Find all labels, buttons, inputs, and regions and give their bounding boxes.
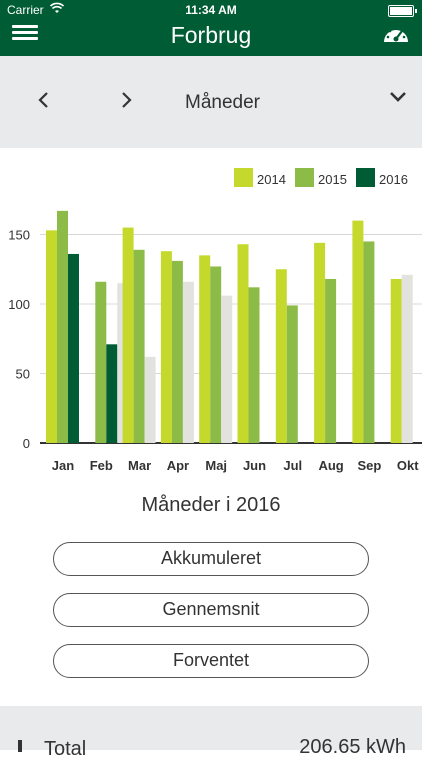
x-tick-label: Maj: [205, 458, 227, 473]
bar-2014-jul: [275, 269, 287, 443]
wifi-icon: [50, 2, 64, 13]
x-tick-label: Okt: [397, 458, 419, 473]
x-tick-label: Mar: [128, 458, 151, 473]
page-title: Forbrug: [170, 22, 252, 48]
legend-swatch-2014: [234, 168, 253, 187]
legend-label-2016: 2016: [379, 172, 408, 187]
status-time: 11:34 AM: [185, 3, 237, 17]
carrier-label: Carrier: [7, 3, 44, 17]
chevron-left-icon[interactable]: [36, 90, 50, 110]
x-tick-label: Aug: [318, 458, 343, 473]
accumulated-button[interactable]: Akkumuleret: [53, 542, 369, 576]
y-tick-label: 100: [8, 297, 30, 312]
total-icon: [18, 740, 22, 752]
bar-2015-mar: [133, 249, 145, 443]
bar-2014-aug: [314, 242, 326, 443]
bar-2014-sep: [352, 220, 364, 443]
bar-series-okt: [401, 274, 413, 443]
total-bar: Total 206.65 kWh: [0, 706, 422, 760]
y-tick-label: 50: [16, 367, 30, 382]
bar-series-mar: [144, 356, 156, 443]
period-label[interactable]: Måneder: [185, 92, 260, 113]
bar-series-apr: [182, 281, 194, 443]
bar-2016-feb: [106, 344, 118, 443]
x-tick-label: Sep: [357, 458, 381, 473]
bar-2015-maj: [210, 266, 222, 443]
bar-series-maj: [221, 295, 233, 443]
x-tick-label: Jun: [243, 458, 266, 473]
legend-label-2014: 2014: [257, 172, 286, 187]
bar-2014-jun: [237, 244, 249, 443]
section-title: Måneder i 2016: [141, 494, 281, 516]
average-button[interactable]: Gennemsnit: [53, 593, 369, 627]
total-value: 206.65 kWh: [299, 736, 406, 758]
period-selector: Måneder: [0, 56, 422, 148]
x-tick-label: Apr: [167, 458, 189, 473]
bar-2015-jan: [57, 210, 68, 443]
status-bar: Carrier 11:34 AM: [0, 0, 422, 20]
x-tick-label: Jan: [52, 458, 74, 473]
hamburger-icon[interactable]: [12, 22, 38, 46]
bar-chart: 0 50 100 150 Jan Feb Mar Apr Maj Jun Jul Aug Sep Okt 2…: [8, 168, 422, 473]
y-tick-label: 150: [8, 228, 30, 243]
consumption-chart: 0 50 100 150 Jan Feb Mar Apr Maj Jun Jul Aug Sep Okt 2…: [0, 148, 422, 488]
forecast-button[interactable]: Forventet: [53, 644, 369, 678]
bar-2016-jan: [68, 253, 79, 443]
y-tick-label: 0: [23, 436, 30, 451]
chevron-down-icon[interactable]: [388, 90, 408, 104]
legend-label-2015: 2015: [318, 172, 347, 187]
bar-2015-apr: [171, 260, 183, 443]
bar-2014-mar: [122, 227, 134, 443]
bar-2015-sep: [363, 241, 375, 443]
chevron-right-icon[interactable]: [120, 90, 134, 110]
bar-2014-jan: [46, 230, 57, 443]
bar-2014-okt: [390, 278, 402, 443]
legend-swatch-2016: [356, 168, 375, 187]
x-tick-label: Feb: [90, 458, 113, 473]
bar-2014-maj: [199, 255, 211, 443]
bar-2015-jun: [248, 287, 260, 443]
gauge-icon[interactable]: [382, 22, 410, 46]
bar-2014-apr: [160, 251, 172, 443]
battery-icon: [388, 5, 417, 17]
legend-swatch-2015: [295, 168, 314, 187]
navigation-header: Carrier 11:34 AM Forbrug: [0, 0, 422, 56]
bar-2015-feb: [95, 281, 107, 443]
x-tick-label: Jul: [283, 458, 302, 473]
bar-2015-jul: [286, 305, 298, 443]
bar-2015-aug: [325, 278, 337, 443]
